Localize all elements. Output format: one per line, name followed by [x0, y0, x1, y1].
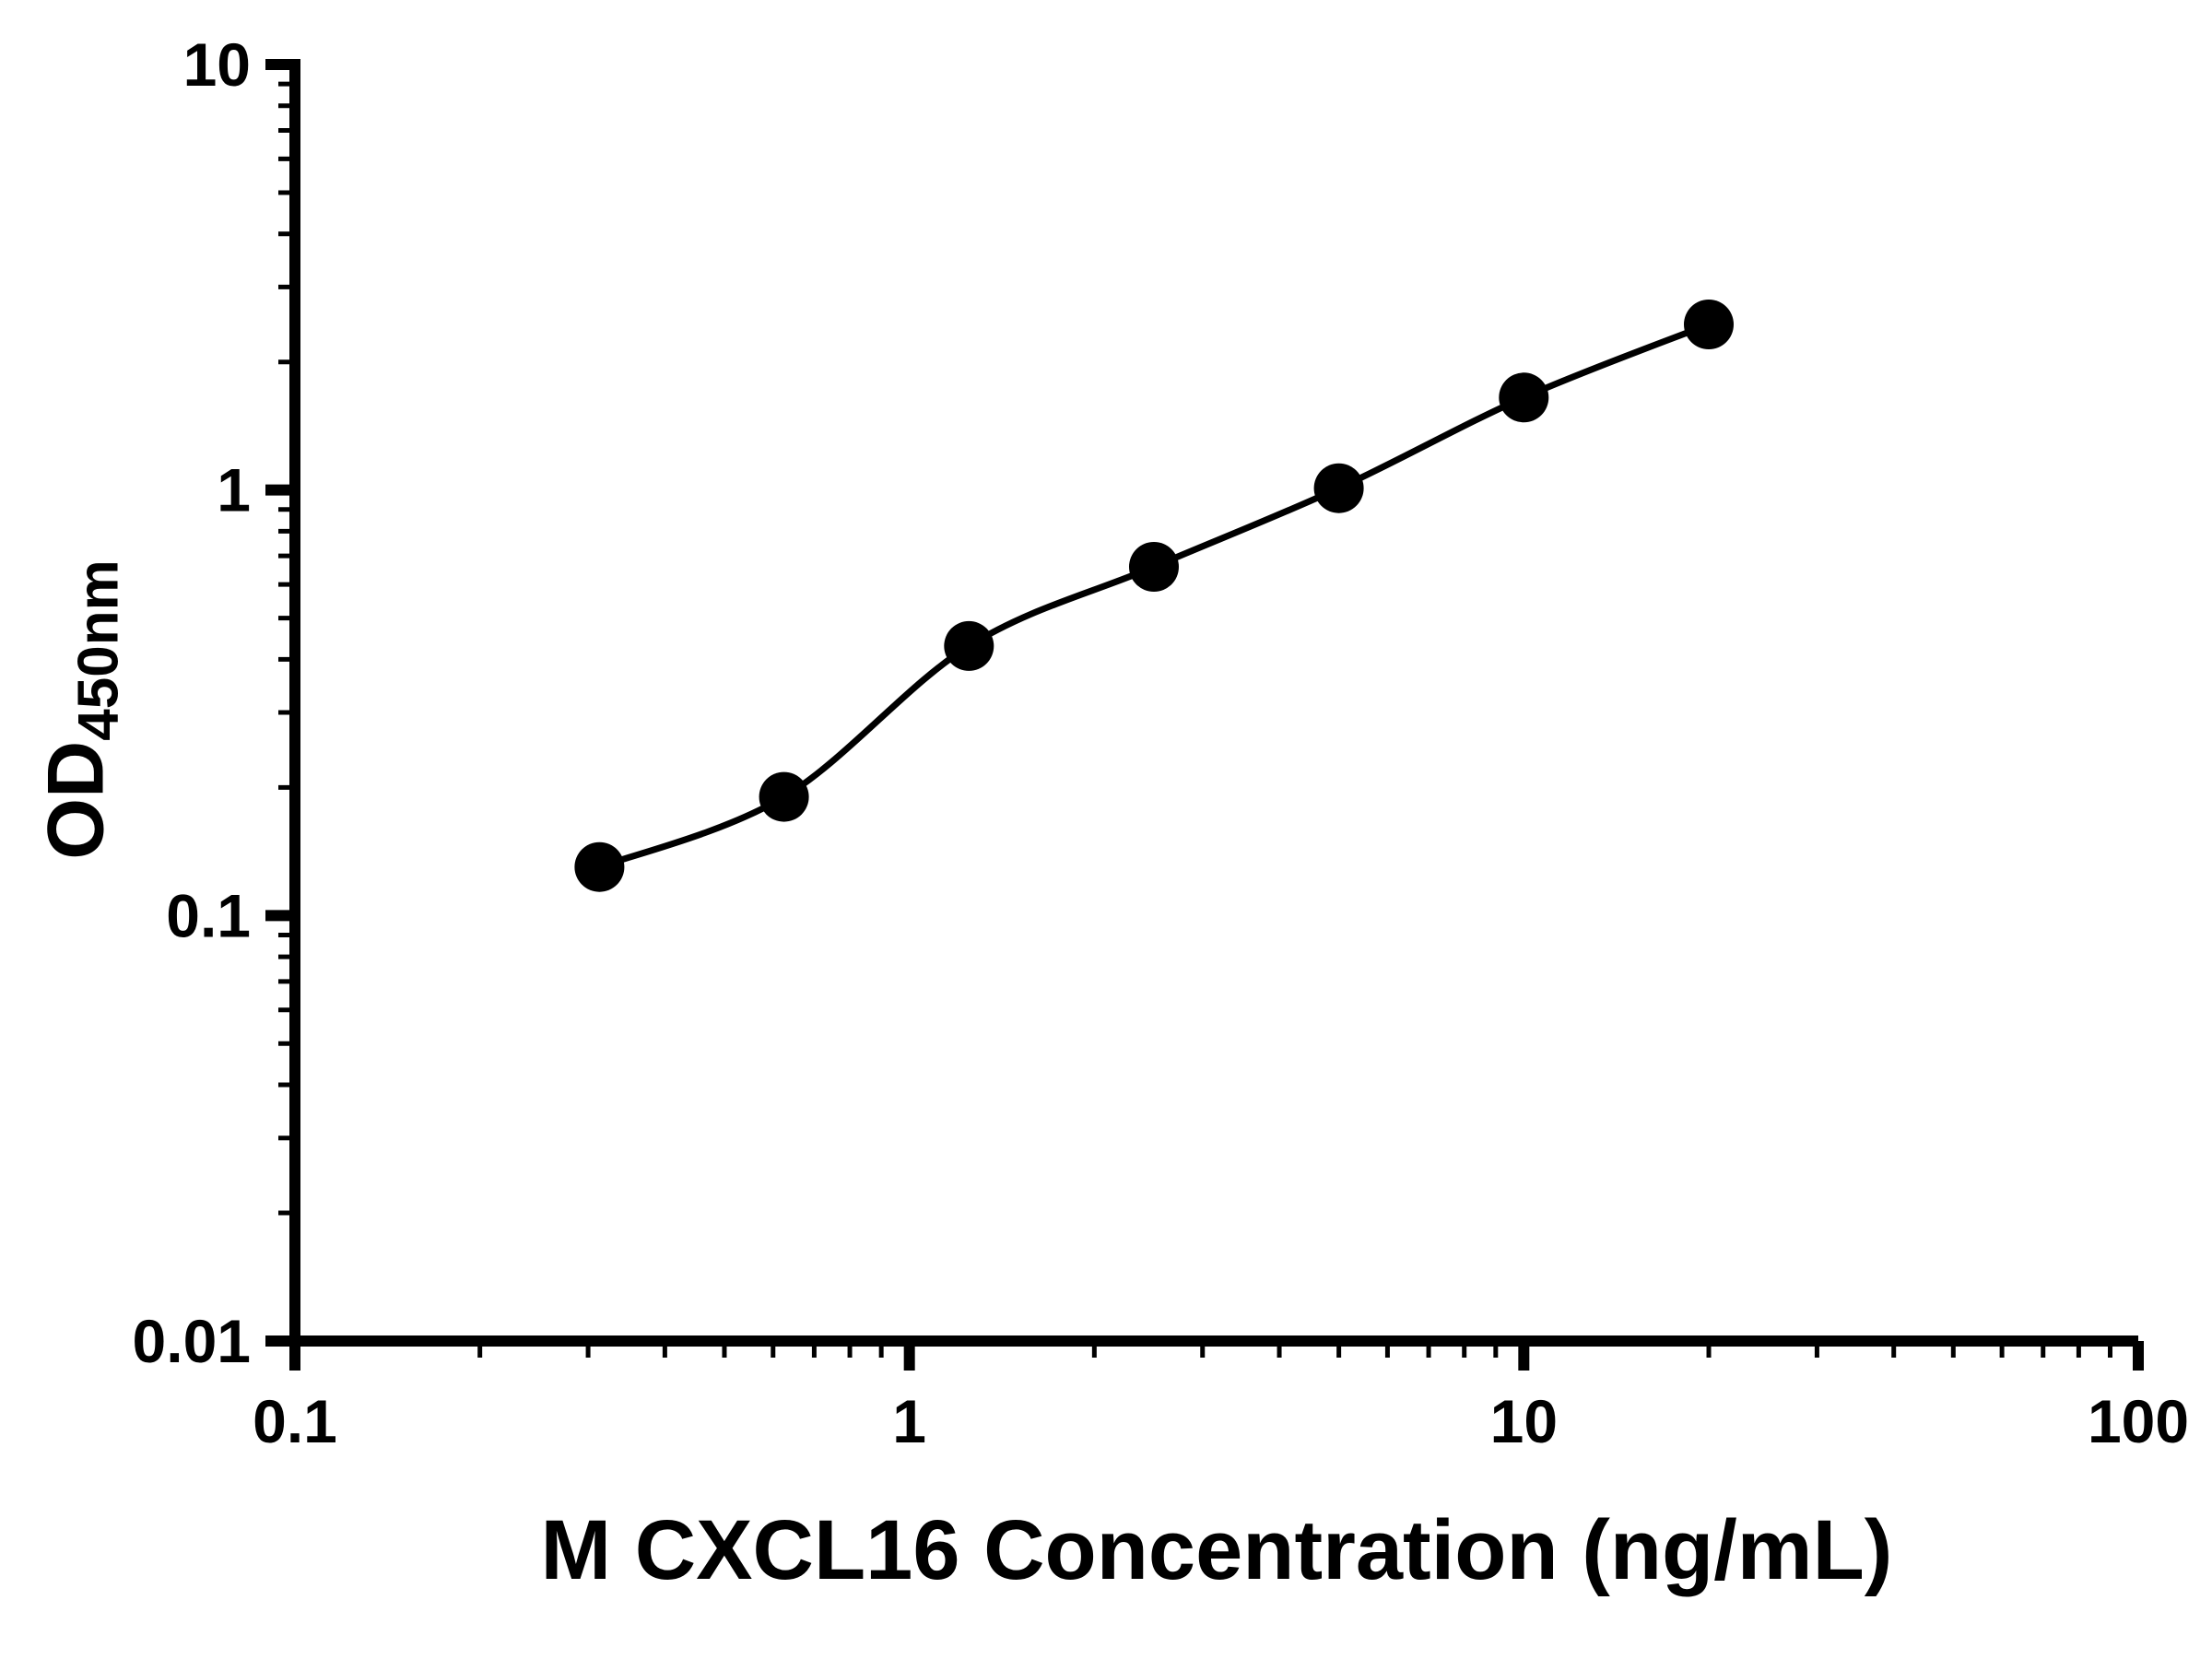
x-tick-label: 1: [892, 1387, 926, 1455]
x-tick-label: 100: [2088, 1387, 2189, 1455]
x-axis-title: M CXCL16 Concentration (ng/mL): [540, 1503, 1893, 1597]
data-point: [1684, 300, 1734, 349]
y-axis-title-subscript: 450nm: [66, 559, 131, 741]
y-tick-label: 0.01: [133, 1307, 251, 1375]
y-tick-label: 10: [183, 30, 251, 99]
x-tick-label: 0.1: [253, 1387, 337, 1455]
y-axis-title: OD450nm: [31, 559, 132, 859]
y-tick-label: 0.1: [166, 881, 251, 949]
axes-lines: [289, 59, 2138, 1347]
data-point: [574, 841, 625, 892]
data-point: [944, 620, 994, 671]
data-point: [1499, 372, 1549, 423]
data-point: [1313, 463, 1364, 513]
y-axis-title-main: OD: [31, 740, 121, 860]
data-point: [759, 771, 809, 822]
y-tick-label: 1: [217, 456, 251, 524]
x-tick-label: 10: [1490, 1387, 1558, 1455]
data-point: [1129, 542, 1179, 592]
